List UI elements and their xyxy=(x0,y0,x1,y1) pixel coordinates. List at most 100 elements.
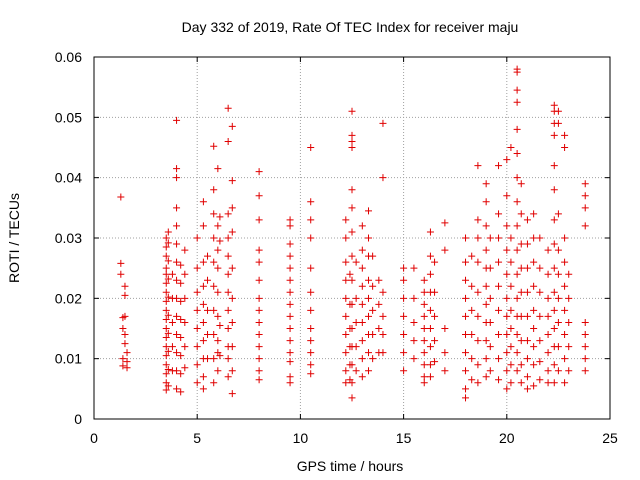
data-point xyxy=(565,294,573,302)
data-point xyxy=(561,258,569,266)
data-point xyxy=(486,318,494,326)
data-point xyxy=(523,355,531,363)
data-point xyxy=(358,282,366,290)
data-point xyxy=(400,312,408,320)
y-axis-label: ROTI / TECUs xyxy=(6,193,22,283)
data-point xyxy=(420,379,428,387)
data-point xyxy=(369,355,377,363)
data-point xyxy=(204,276,212,284)
data-point xyxy=(193,343,201,351)
data-point xyxy=(420,288,428,296)
data-point xyxy=(565,343,573,351)
data-point xyxy=(561,234,569,242)
data-point xyxy=(474,312,482,320)
y-tick-label: 0.04 xyxy=(55,170,82,186)
data-point xyxy=(199,373,207,381)
data-point xyxy=(216,213,224,221)
data-point xyxy=(379,349,387,357)
data-point xyxy=(550,288,558,296)
axis-ticks: 0 5 10 15 20 25 0 0.01 0.02 0.03 0.04 0.05 0.06 xyxy=(55,49,618,446)
data-point xyxy=(348,361,356,369)
data-point xyxy=(162,334,170,342)
data-point xyxy=(495,210,503,218)
data-point xyxy=(468,306,476,314)
data-point xyxy=(495,162,503,170)
data-point xyxy=(348,137,356,145)
data-point xyxy=(199,300,207,308)
data-point xyxy=(168,270,176,278)
data-point xyxy=(286,288,294,296)
data-point xyxy=(121,282,129,290)
data-point xyxy=(544,294,552,302)
data-point xyxy=(503,192,511,200)
data-point xyxy=(565,270,573,278)
data-point xyxy=(348,394,356,402)
data-point xyxy=(177,388,185,396)
y-tick-label: 0.02 xyxy=(55,290,82,306)
data-point xyxy=(468,331,476,339)
data-point xyxy=(173,116,181,124)
data-point xyxy=(352,343,360,351)
data-point xyxy=(199,318,207,326)
data-point xyxy=(431,258,439,266)
data-point xyxy=(536,234,544,242)
data-point xyxy=(210,379,218,387)
data-point xyxy=(379,119,387,127)
data-point xyxy=(228,367,236,375)
data-point xyxy=(342,331,350,339)
data-point xyxy=(121,331,129,339)
data-point xyxy=(365,294,373,302)
data-point xyxy=(474,216,482,224)
data-point xyxy=(507,379,515,387)
data-point xyxy=(507,306,515,314)
data-point xyxy=(550,162,558,170)
data-points xyxy=(117,65,589,402)
y-tick-label: 0.01 xyxy=(55,351,82,367)
data-point xyxy=(379,174,387,182)
data-point xyxy=(173,258,181,266)
data-point xyxy=(410,337,418,345)
data-point xyxy=(224,137,232,145)
data-point xyxy=(544,270,552,278)
data-point xyxy=(544,349,552,357)
data-point xyxy=(342,276,350,284)
data-point xyxy=(210,234,218,242)
data-point xyxy=(173,385,181,393)
data-point xyxy=(530,343,538,351)
data-point xyxy=(554,367,562,375)
data-point xyxy=(550,186,558,194)
data-point xyxy=(352,294,360,302)
data-point xyxy=(164,275,172,283)
data-point xyxy=(162,370,170,378)
data-point xyxy=(482,222,490,230)
data-point xyxy=(517,312,525,320)
data-point xyxy=(162,361,170,369)
x-tick-label: 25 xyxy=(602,430,618,446)
data-point xyxy=(517,210,525,218)
data-point xyxy=(426,270,434,278)
data-point xyxy=(173,294,181,302)
data-point xyxy=(216,237,224,245)
data-point xyxy=(554,294,562,302)
x-tick-label: 15 xyxy=(396,430,412,446)
data-point xyxy=(210,306,218,314)
data-point xyxy=(123,364,131,372)
data-point xyxy=(352,318,360,326)
data-point xyxy=(162,306,170,314)
data-point xyxy=(204,252,212,260)
data-point xyxy=(255,376,263,384)
data-point xyxy=(177,352,185,360)
data-point xyxy=(495,234,503,242)
data-point xyxy=(358,337,366,345)
data-point xyxy=(581,180,589,188)
data-point xyxy=(181,364,189,372)
data-point xyxy=(530,258,538,266)
data-point xyxy=(581,355,589,363)
data-point xyxy=(550,325,558,332)
data-point xyxy=(255,355,263,363)
data-point xyxy=(307,264,315,272)
data-point xyxy=(214,367,222,375)
data-point xyxy=(164,239,172,247)
data-point xyxy=(286,312,294,320)
data-point xyxy=(228,343,236,351)
